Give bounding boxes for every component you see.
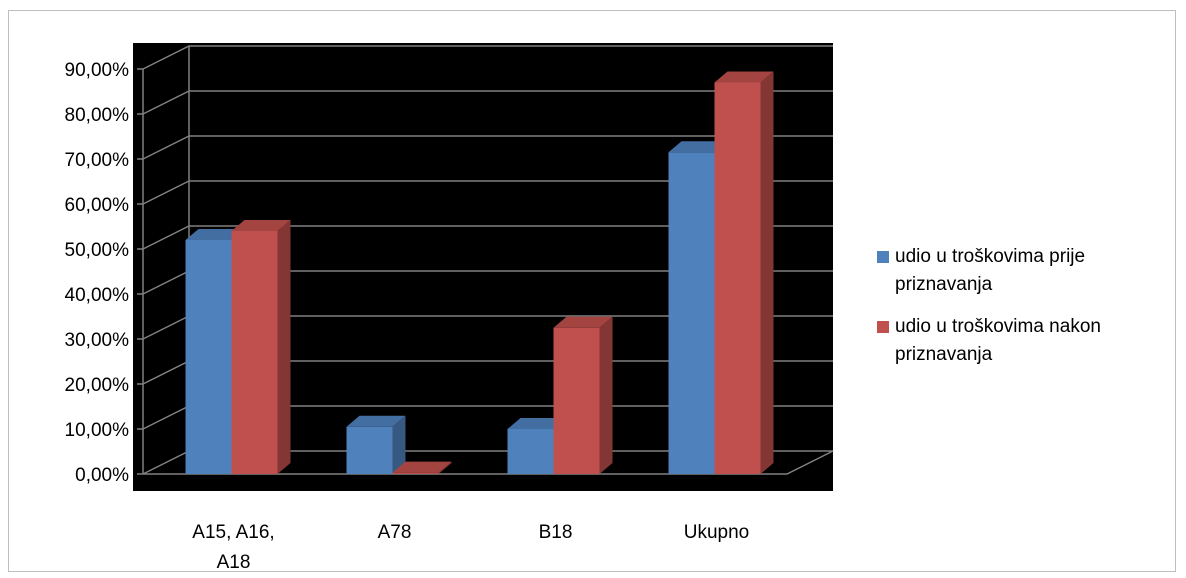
bar-side: [277, 220, 291, 474]
bar-front: [553, 327, 600, 474]
legend-item: udio u troškovima nakon priznavanja: [877, 313, 1177, 369]
bar: [714, 71, 774, 474]
bar-side: [392, 415, 406, 474]
bar-top: [231, 220, 291, 231]
bar-top: [346, 415, 406, 427]
bar-front: [231, 231, 278, 474]
category-label: A78: [378, 522, 412, 543]
category-label: B18: [539, 522, 573, 543]
y-tick-label: 10,00%: [65, 420, 130, 441]
legend-swatch: [877, 321, 889, 333]
bar-top: [392, 461, 452, 473]
legend-label: udio u troškovima nakon priznavanja: [895, 316, 1101, 365]
bar-front: [346, 426, 393, 474]
bar: [392, 461, 452, 474]
bar-front: [668, 152, 715, 474]
bar-front: [185, 240, 232, 474]
chart-frame: 0,00% 10,00% 20,00% 30,00% 40,00% 50,00% 60,00…: [8, 10, 1177, 573]
bar-top: [714, 71, 774, 83]
y-tick-label: 30,00%: [65, 330, 130, 351]
bar-side: [760, 71, 774, 474]
bar: [346, 415, 406, 474]
bar-front: [507, 429, 554, 474]
y-tick-label: 60,00%: [65, 195, 130, 216]
bar-front: [714, 82, 761, 474]
bar: [553, 316, 613, 474]
y-tick-label: 20,00%: [65, 375, 130, 396]
bar-side: [599, 316, 613, 474]
legend-swatch: [877, 251, 889, 263]
y-tick-label: 0,00%: [75, 465, 129, 486]
category-label: A15, A16, A18: [192, 522, 274, 573]
bar-top: [553, 316, 613, 328]
legend-item: udio u troškovima prije priznavanja: [877, 243, 1177, 299]
y-tick-label: 40,00%: [65, 285, 130, 306]
bar-chart: 0,00% 10,00% 20,00% 30,00% 40,00% 50,00% 60,00…: [65, 43, 834, 573]
bar-top: [668, 141, 728, 153]
y-tick-label: 80,00%: [65, 105, 130, 126]
bar-top: [507, 418, 567, 429]
bar-top: [185, 229, 245, 240]
y-tick-label: 70,00%: [65, 150, 130, 171]
y-tick-label: 50,00%: [65, 240, 130, 261]
legend: udio u troškovima prije priznavanja udio …: [877, 243, 1177, 383]
category-label: Ukupno: [684, 522, 750, 543]
bar-front: [392, 472, 439, 474]
bar-side: [438, 461, 452, 474]
y-tick-label: 90,00%: [65, 60, 130, 81]
legend-label: udio u troškovima prije priznavanja: [895, 246, 1086, 295]
bar: [231, 220, 291, 474]
